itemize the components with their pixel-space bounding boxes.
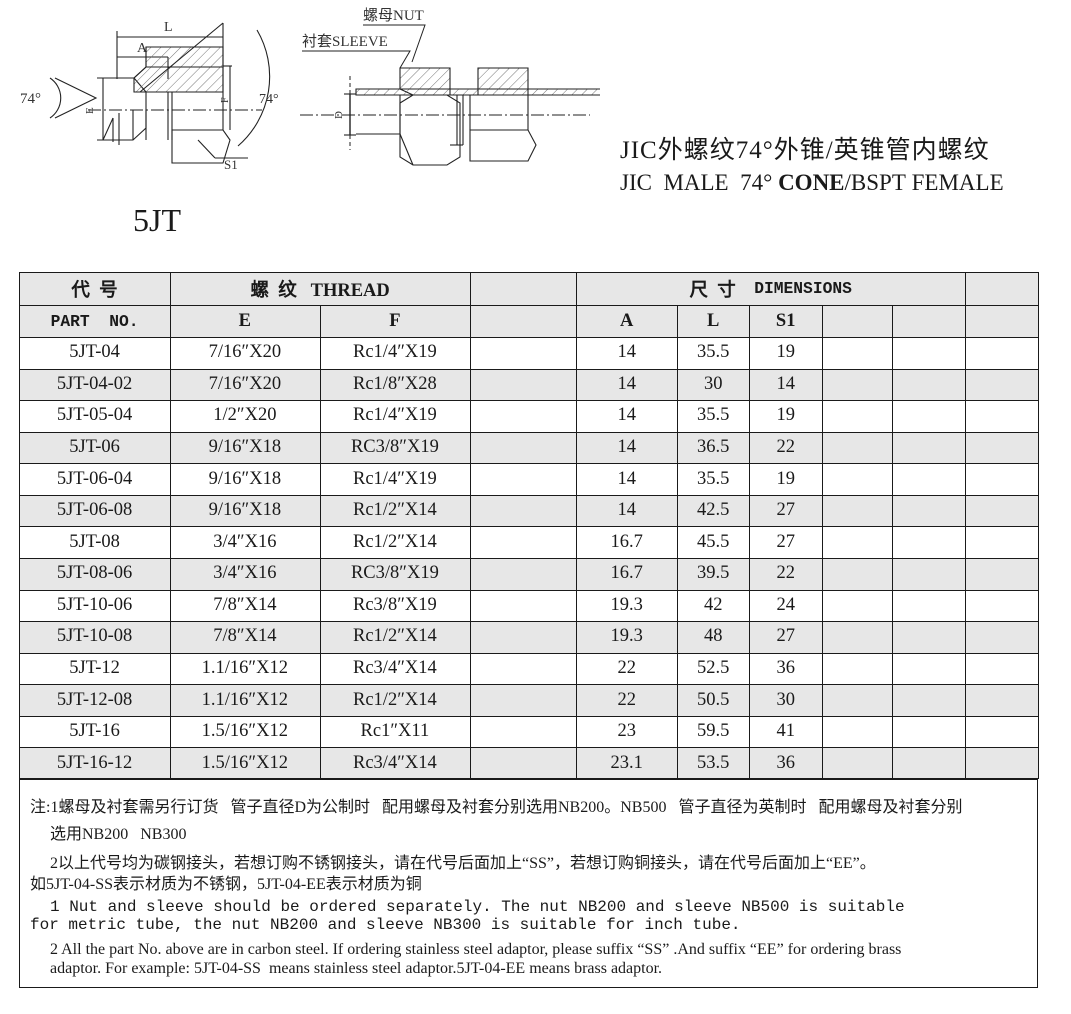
svg-text:F: F xyxy=(220,97,231,103)
svg-text:74°: 74° xyxy=(259,92,279,107)
svg-text:L: L xyxy=(164,20,173,35)
svg-text:衬套SLEEVE: 衬套SLEEVE xyxy=(302,33,388,50)
svg-text:D: D xyxy=(333,111,345,119)
svg-text:螺母NUT: 螺母NUT xyxy=(363,7,424,24)
svg-text:A: A xyxy=(137,41,148,56)
svg-text:74°: 74° xyxy=(20,91,41,107)
svg-text:S1: S1 xyxy=(224,157,238,172)
svg-text:E: E xyxy=(84,107,96,114)
